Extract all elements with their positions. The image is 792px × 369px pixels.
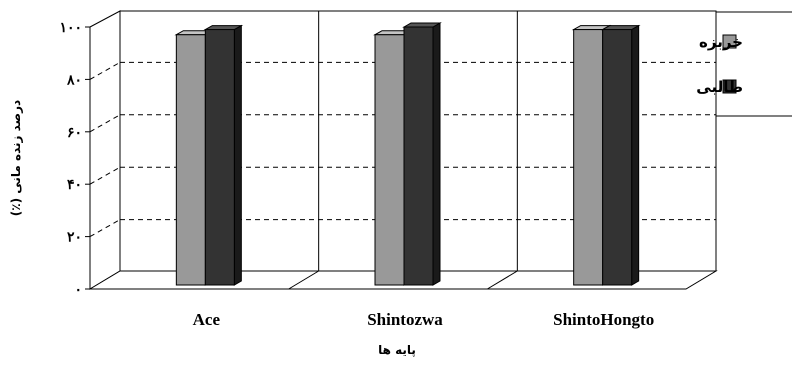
category-divider-floor xyxy=(487,270,518,290)
bar xyxy=(403,26,434,286)
bar xyxy=(204,29,235,286)
y-tick-label: ۴۰ xyxy=(67,178,82,193)
legend-swatch-1 xyxy=(722,79,737,94)
bar-top xyxy=(402,22,442,28)
y-tick-label: ۱۰۰ xyxy=(59,21,82,36)
bar xyxy=(573,29,604,286)
bar-طالبی-Ace xyxy=(203,24,244,286)
bar-طالبی-ShintoHongto xyxy=(600,24,641,286)
bar-top xyxy=(600,25,641,31)
legend-label-0: خربزه xyxy=(699,33,743,51)
x-axis-title: پایه ها xyxy=(378,343,416,357)
legend-swatch-0 xyxy=(722,34,737,49)
bar-side xyxy=(631,24,640,286)
y-tick-label: ۰ xyxy=(74,283,82,298)
gridline-side xyxy=(89,166,121,185)
legend-label-1: طالبی xyxy=(696,78,743,96)
bar-side xyxy=(233,24,242,286)
gridline-side xyxy=(89,219,121,238)
x-tick-label: Shintozwa xyxy=(367,310,443,329)
gridline-side xyxy=(89,114,121,133)
bar-top xyxy=(203,25,244,31)
bars xyxy=(174,22,641,286)
legend-box xyxy=(715,11,792,117)
y-tick-label: ۸۰ xyxy=(66,73,82,88)
category-dividers xyxy=(288,11,518,290)
bar-طالبی-Shintozwa xyxy=(402,22,442,286)
side-wall xyxy=(89,10,121,290)
x-tick-label: Ace xyxy=(193,310,221,329)
bar xyxy=(602,29,633,286)
y-tick-label: ۲۰ xyxy=(67,231,82,246)
gridline-side xyxy=(89,61,121,80)
legend: خربزه طالبی xyxy=(696,11,792,117)
x-tick-label: ShintoHongto xyxy=(553,310,654,329)
category-divider-floor xyxy=(288,270,319,290)
bar-side xyxy=(432,22,441,286)
y-axis: ۰ ۲۰ ۴۰ ۶۰ ۸۰ ۱۰۰ xyxy=(59,21,91,298)
bar xyxy=(175,34,206,286)
y-axis-title: درصد زنده مانی (٪) xyxy=(9,100,23,216)
x-axis-labels: Ace Shintozwa ShintoHongto xyxy=(193,310,655,329)
bar xyxy=(374,34,405,286)
y-tick-label: ۶۰ xyxy=(67,126,82,141)
